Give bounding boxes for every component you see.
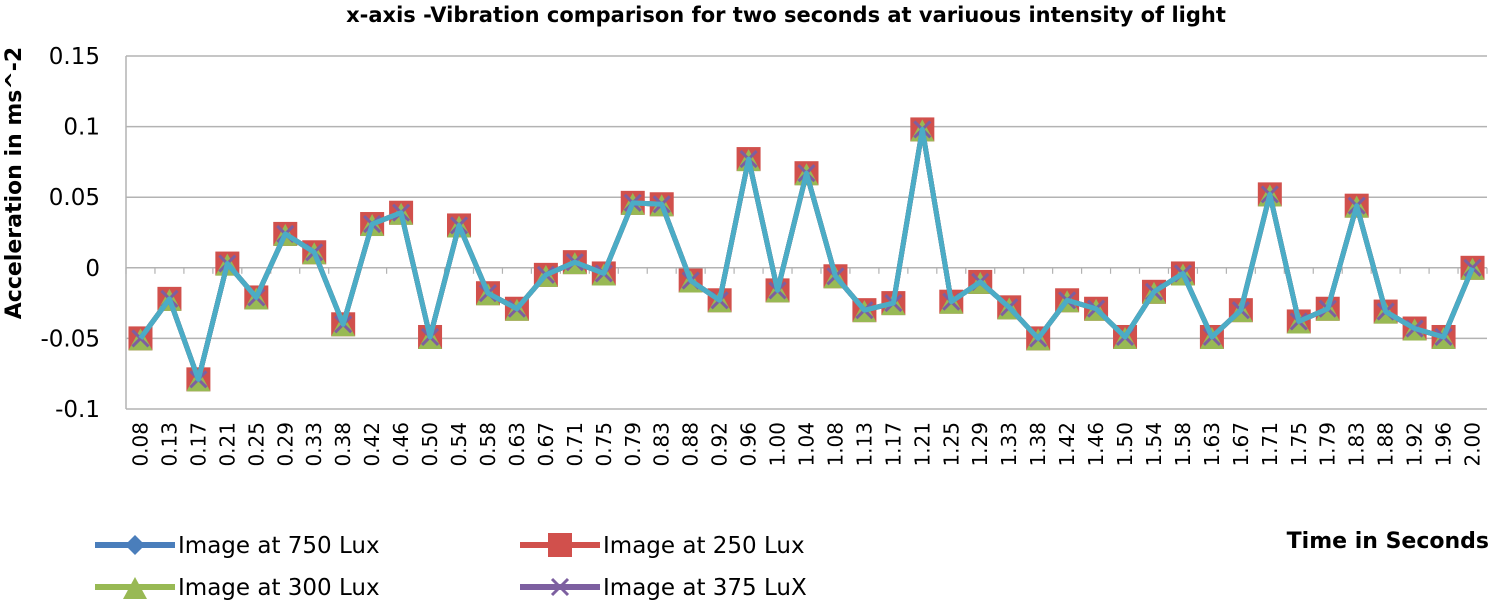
x-tick-label: 1.38: [1026, 422, 1050, 467]
x-tick-label: 0.71: [563, 422, 587, 467]
series-line: [138, 126, 1475, 382]
y-tick-label: -0.05: [40, 326, 100, 352]
y-axis-tick-labels: 0.15 0.1 0.05 0 -0.05 -0.1: [40, 44, 100, 423]
legend-item: Image at 250 Lux: [520, 533, 805, 559]
x-tick-label: 1.92: [1403, 422, 1427, 467]
data-point: [550, 577, 570, 597]
x-tick-label: 1.25: [939, 422, 963, 467]
x-tick-label: 0.88: [679, 422, 703, 467]
x-tick-label: 0.46: [389, 422, 413, 467]
legend-label: Image at 300 Lux: [178, 575, 380, 601]
legend-item: Image at 300 Lux: [95, 575, 380, 601]
series-4: [138, 126, 1475, 382]
x-tick-label: 0.38: [331, 422, 355, 467]
x-tick-label: 1.67: [1229, 422, 1253, 467]
data-point: [123, 577, 147, 599]
x-tick-label: 0.79: [621, 422, 645, 467]
x-tick-label: 0.42: [360, 422, 384, 467]
x-tick-label: 0.92: [708, 422, 732, 467]
x-tick-label: 0.21: [215, 422, 239, 467]
x-tick-label: 1.29: [968, 422, 992, 467]
x-axis-tick-labels: 0.08 0.13 0.17 0.21 0.25 0.29 0.33 0.38 0.42 0.46…: [128, 422, 1484, 467]
x-tick-label: 1.96: [1432, 422, 1456, 467]
x-tick-label: 0.25: [244, 422, 268, 467]
x-tick-label: 1.88: [1374, 422, 1398, 467]
x-tick-label: 1.58: [1171, 422, 1195, 467]
x-tick-label: 1.79: [1316, 422, 1340, 467]
x-tick-label: 0.08: [128, 422, 152, 467]
x-tick-label: 1.71: [1258, 422, 1282, 467]
x-tick-label: 1.21: [910, 422, 934, 467]
x-tick-label: 1.04: [795, 422, 819, 467]
legend-item: Image at 750 Lux: [95, 533, 380, 559]
x-tick-label: 2.00: [1461, 422, 1485, 467]
x-tick-label: 0.67: [534, 422, 558, 467]
y-axis-title: Acceleration in ms^-2: [2, 47, 27, 319]
legend: Image at 750 Lux Image at 250 Lux Image at…: [95, 533, 807, 601]
series-group: [128, 117, 1485, 392]
x-tick-label: 1.63: [1200, 422, 1224, 467]
x-tick-label: 0.96: [737, 422, 761, 467]
x-tick-label: 0.50: [418, 422, 442, 467]
data-point: [548, 533, 572, 557]
x-tick-label: 0.54: [447, 422, 471, 467]
x-tick-label: 1.54: [1142, 422, 1166, 467]
x-tick-label: 0.63: [505, 422, 529, 467]
legend-label: Image at 750 Lux: [178, 533, 380, 559]
x-tick-label: 0.83: [650, 422, 674, 467]
x-tick-label: 1.83: [1345, 422, 1369, 467]
y-tick-label: 0.1: [63, 115, 100, 141]
series-0: [130, 119, 1483, 390]
series-2: [128, 119, 1485, 392]
x-tick-label: 0.29: [273, 422, 297, 467]
y-tick-label: 0.15: [49, 44, 100, 70]
x-tick-label: 1.08: [823, 422, 847, 467]
x-tick-label: 0.33: [302, 422, 326, 467]
x-tick-label: 0.13: [157, 422, 181, 467]
x-tick-label: 1.13: [852, 422, 876, 467]
chart-title: x-axis -Vibration comparison for two sec…: [346, 3, 1226, 27]
x-axis-title: Time in Seconds: [1287, 529, 1489, 554]
legend-label: Image at 250 Lux: [603, 533, 805, 559]
x-tick-label: 1.00: [766, 422, 790, 467]
gridlines: [125, 55, 1487, 410]
x-tick-label: 0.58: [476, 422, 500, 467]
x-axis-tick-marks: [125, 267, 1488, 274]
data-point: [125, 535, 145, 555]
y-tick-label: 0: [85, 256, 100, 282]
y-tick-label: -0.1: [55, 397, 100, 423]
legend-item: Image at 375 LuX: [520, 575, 807, 601]
x-tick-label: 0.17: [186, 422, 210, 467]
x-tick-label: 1.33: [997, 422, 1021, 467]
x-tick-label: 1.17: [881, 422, 905, 467]
legend-label: Image at 375 LuX: [603, 575, 807, 601]
x-tick-label: 0.75: [592, 422, 616, 467]
x-tick-label: 1.46: [1084, 422, 1108, 467]
y-tick-label: 0.05: [49, 185, 100, 211]
x-tick-label: 1.50: [1113, 422, 1137, 467]
x-tick-label: 1.75: [1287, 422, 1311, 467]
x-tick-label: 1.42: [1055, 422, 1079, 467]
